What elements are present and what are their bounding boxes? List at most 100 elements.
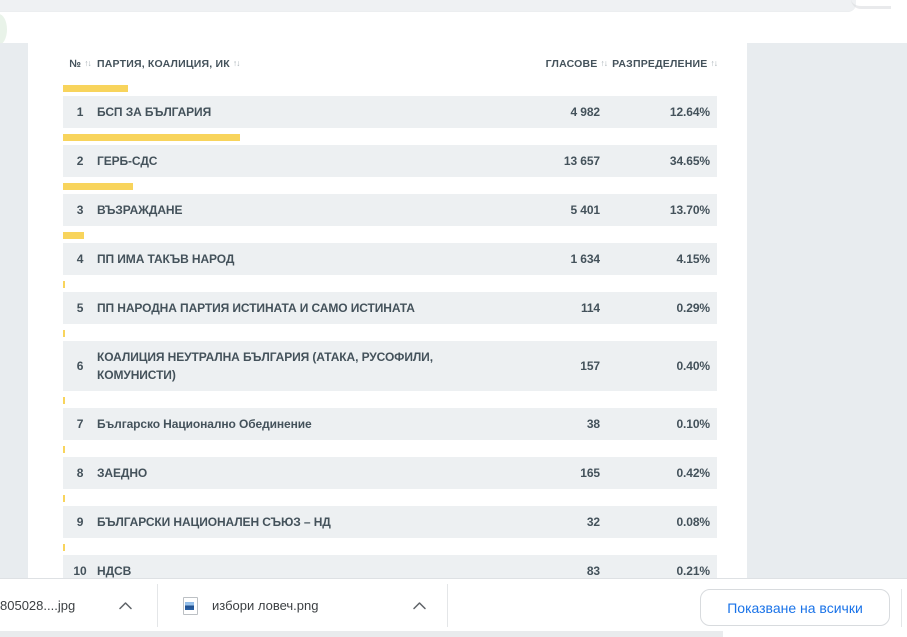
row-number: 2	[76, 154, 84, 168]
party-name: ГЕРБ-СДС	[97, 154, 158, 168]
row-number: 7	[76, 417, 84, 431]
distribution-value: 13.70%	[669, 203, 710, 217]
download-item[interactable]: 805028....jpg	[0, 579, 157, 632]
sort-icon[interactable]: ↑↓	[600, 58, 608, 68]
distribution-bar	[63, 495, 65, 502]
votes-value: 13 657	[563, 154, 600, 168]
show-all-downloads-button[interactable]: Показване на всички	[700, 589, 890, 626]
sort-icon[interactable]: ↑↓	[710, 58, 718, 68]
party-name: БЪЛГАРСКИ НАЦИОНАЛЕН СЪЮЗ – НД	[97, 515, 331, 529]
distribution-bar-track	[63, 495, 717, 502]
results-table: № ↑↓ ПАРТИЯ, КОАЛИЦИЯ, ИК ↑↓ ГЛАСОВЕ ↑↓ РАЗ…	[63, 56, 718, 578]
votes-value: 32	[586, 515, 600, 529]
distribution-value: 34.65%	[669, 154, 710, 168]
toolbar-popup-corner	[851, 0, 891, 9]
votes-value: 38	[586, 417, 600, 431]
table-row: 8 ЗАЕДНО 165 0.42%	[63, 446, 717, 489]
distribution-value: 0.10%	[676, 417, 710, 431]
downloads-bar: 805028....jpg избори ловеч.png Показване…	[0, 578, 907, 637]
distribution-bar-track	[63, 85, 717, 92]
table-row: 9 БЪЛГАРСКИ НАЦИОНАЛЕН СЪЮЗ – НД 32 0.08%	[63, 495, 717, 538]
party-name: НДСВ	[97, 564, 132, 578]
downloads-divider	[447, 584, 448, 627]
table-row-content: 1 БСП ЗА БЪЛГАРИЯ 4 982 12.64%	[63, 96, 717, 128]
column-header-number-label: №	[69, 58, 82, 70]
distribution-bar-track	[63, 446, 717, 453]
table-row: 6 КОАЛИЦИЯ НЕУТРАЛНА БЪЛГАРИЯ (АТАКА, РУС…	[63, 330, 717, 391]
distribution-value: 0.21%	[676, 564, 710, 578]
browser-toolbar-edge	[0, 0, 856, 12]
party-name: ВЪЗРАЖДАНЕ	[97, 203, 183, 217]
votes-value: 83	[586, 564, 600, 578]
table-row-content: 8 ЗАЕДНО 165 0.42%	[63, 457, 717, 489]
row-number: 8	[76, 466, 84, 480]
distribution-bar	[63, 281, 65, 288]
distribution-bar	[63, 134, 241, 141]
table-row-content: 3 ВЪЗРАЖДАНЕ 5 401 13.70%	[63, 194, 717, 226]
distribution-bar-track	[63, 544, 717, 551]
chevron-up-icon[interactable]	[412, 601, 427, 610]
party-name: БСП ЗА БЪЛГАРИЯ	[97, 105, 212, 119]
row-number: 1	[76, 105, 84, 119]
distribution-bar	[63, 232, 85, 239]
votes-value: 165	[580, 466, 600, 480]
table-row-content: 6 КОАЛИЦИЯ НЕУТРАЛНА БЪЛГАРИЯ (АТАКА, РУС…	[63, 341, 717, 391]
row-number: 6	[76, 359, 84, 373]
chevron-up-icon[interactable]	[118, 601, 133, 610]
distribution-bar	[63, 397, 65, 404]
party-name: ЗАЕДНО	[97, 466, 148, 480]
distribution-bar-track	[63, 134, 717, 141]
distribution-bar	[63, 544, 65, 551]
column-header-distribution[interactable]: РАЗПРЕДЕЛЕНИЕ ↑↓	[607, 58, 718, 70]
table-row: 3 ВЪЗРАЖДАНЕ 5 401 13.70%	[63, 183, 717, 226]
distribution-value: 12.64%	[669, 105, 710, 119]
window-edge	[0, 631, 723, 637]
table-body: 1 БСП ЗА БЪЛГАРИЯ 4 982 12.64% 2 ГЕРБ-СДС 13 6…	[63, 85, 717, 578]
distribution-bar-track	[63, 232, 717, 239]
column-header-number[interactable]: № ↑↓	[63, 58, 97, 70]
distribution-value: 0.42%	[676, 466, 710, 480]
column-header-votes-label: ГЛАСОВЕ	[545, 58, 598, 70]
votes-value: 4 982	[570, 105, 600, 119]
distribution-bar-track	[63, 281, 717, 288]
column-header-party-label: ПАРТИЯ, КОАЛИЦИЯ, ИК	[97, 58, 230, 70]
page-content: № ↑↓ ПАРТИЯ, КОАЛИЦИЯ, ИК ↑↓ ГЛАСОВЕ ↑↓ РАЗ…	[0, 43, 907, 578]
table-row-content: 9 БЪЛГАРСКИ НАЦИОНАЛЕН СЪЮЗ – НД 32 0.08%	[63, 506, 717, 538]
table-row-content: 2 ГЕРБ-СДС 13 657 34.65%	[63, 145, 717, 177]
download-filename[interactable]: 805028....jpg	[0, 598, 76, 613]
table-row: 1 БСП ЗА БЪЛГАРИЯ 4 982 12.64%	[63, 85, 717, 128]
sort-icon[interactable]: ↑↓	[232, 58, 240, 68]
download-item[interactable]: избори ловеч.png	[157, 579, 447, 632]
distribution-bar-track	[63, 397, 717, 404]
distribution-value: 4.15%	[676, 252, 710, 266]
image-file-icon	[183, 596, 198, 615]
votes-value: 5 401	[570, 203, 600, 217]
table-row-content: 10 НДСВ 83 0.21%	[63, 555, 717, 578]
table-row: 2 ГЕРБ-СДС 13 657 34.65%	[63, 134, 717, 177]
downloads-divider	[157, 584, 158, 627]
party-name: ПП ИМА ТАКЪВ НАРОД	[97, 252, 235, 266]
distribution-value: 0.08%	[676, 515, 710, 529]
download-filename[interactable]: избори ловеч.png	[212, 598, 319, 613]
row-number: 3	[76, 203, 84, 217]
table-row-content: 7 Българско Национално Обединение 38 0.10%	[63, 408, 717, 440]
sort-icon[interactable]: ↑↓	[84, 58, 91, 68]
table-row: 7 Българско Национално Обединение 38 0.10%	[63, 397, 717, 440]
votes-value: 157	[580, 359, 600, 373]
distribution-bar-track	[63, 183, 717, 190]
results-panel: № ↑↓ ПАРТИЯ, КОАЛИЦИЯ, ИК ↑↓ ГЛАСОВЕ ↑↓ РАЗ…	[28, 43, 747, 578]
votes-value: 114	[580, 301, 600, 315]
row-number: 10	[73, 564, 87, 578]
table-row-content: 4 ПП ИМА ТАКЪВ НАРОД 1 634 4.15%	[63, 243, 717, 275]
distribution-bar	[63, 446, 66, 453]
distribution-bar	[63, 183, 133, 190]
table-row: 10 НДСВ 83 0.21%	[63, 544, 717, 578]
image-thumbnail	[185, 601, 194, 610]
party-name: КОАЛИЦИЯ НЕУТРАЛНА БЪЛГАРИЯ (АТАКА, РУСО…	[97, 350, 433, 382]
party-name: ПП НАРОДНА ПАРТИЯ ИСТИНАТА И САМО ИСТИНА…	[97, 301, 415, 315]
column-header-party[interactable]: ПАРТИЯ, КОАЛИЦИЯ, ИК ↑↓	[97, 58, 450, 70]
row-number: 9	[76, 515, 84, 529]
distribution-bar	[63, 85, 128, 92]
column-header-votes[interactable]: ГЛАСОВЕ ↑↓	[450, 58, 608, 70]
